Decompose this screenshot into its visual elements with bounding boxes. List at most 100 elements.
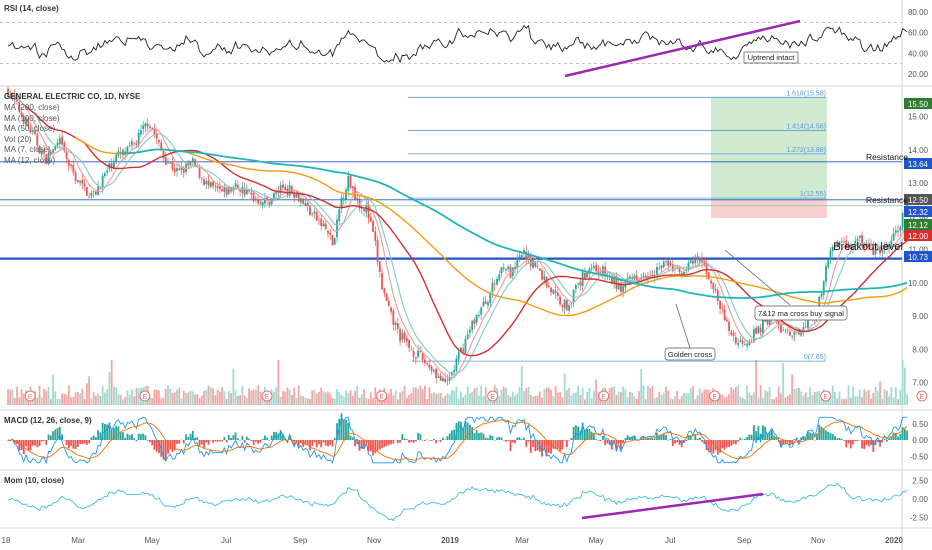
volume-bar xyxy=(408,394,411,405)
candle-body xyxy=(432,369,435,372)
volume-bar xyxy=(282,390,284,405)
macd-histogram-bar xyxy=(532,440,534,447)
macd-histogram-bar xyxy=(414,440,417,442)
candle-body xyxy=(820,294,823,297)
candle-body xyxy=(164,157,167,165)
price-label: 12.12 xyxy=(908,221,929,230)
earnings-marker-label: E xyxy=(28,394,33,401)
rsi-panel xyxy=(0,19,908,78)
volume-bar xyxy=(696,395,699,405)
macd-histogram-bar xyxy=(65,440,68,446)
candle-body xyxy=(347,176,350,192)
volume-bar xyxy=(478,395,480,405)
volume-bar xyxy=(338,391,341,405)
candle-body xyxy=(27,118,30,127)
volume-bar xyxy=(340,394,343,405)
macd-histogram-bar xyxy=(203,440,205,448)
macd-histogram-bar xyxy=(856,440,859,442)
macd-histogram-bar xyxy=(58,426,61,440)
macd-histogram-bar xyxy=(171,440,174,453)
macd-histogram-bar xyxy=(482,433,485,440)
volume-bar xyxy=(230,393,232,405)
macd-histogram-bar xyxy=(254,440,257,442)
macd-histogram-bar xyxy=(47,434,50,440)
macd-histogram-bar xyxy=(311,440,314,447)
macd-histogram-bar xyxy=(360,440,363,449)
candle-body xyxy=(507,266,510,270)
mom-title: Mom (10, close) xyxy=(4,476,65,485)
macd-histogram-bar xyxy=(336,423,338,440)
volume-bar xyxy=(466,386,469,405)
candle-body xyxy=(205,181,208,185)
price-axis-tick: 11.00 xyxy=(909,246,929,255)
candle-body xyxy=(723,309,726,321)
earnings-marker-label: E xyxy=(265,394,270,401)
candle-body xyxy=(203,179,205,185)
volume-bar xyxy=(676,390,679,405)
candle-body xyxy=(565,300,568,310)
macd-histogram-bar xyxy=(807,431,809,440)
macd-histogram-bar xyxy=(725,440,728,448)
volume-bar xyxy=(732,389,735,405)
volume-bar xyxy=(405,397,408,405)
volume-bar xyxy=(342,396,345,405)
candle-body xyxy=(241,186,244,194)
volume-bar xyxy=(761,397,764,405)
volume-bar xyxy=(809,387,812,405)
rsi-trendline xyxy=(564,19,801,78)
candle-body xyxy=(194,159,196,166)
volume-bar xyxy=(529,394,532,405)
candle-body xyxy=(214,185,217,187)
candle-body xyxy=(79,181,82,183)
candle-body xyxy=(478,314,480,316)
volume-bar xyxy=(543,389,546,405)
candle-body xyxy=(200,177,203,179)
ma12-line xyxy=(7,94,908,375)
macd-histogram-bar xyxy=(176,440,178,444)
macd-histogram-bar xyxy=(390,440,392,445)
volume-bar xyxy=(644,399,647,405)
volume-bar xyxy=(85,383,88,405)
candle-body xyxy=(275,191,278,194)
price-axis-tick: 9.00 xyxy=(912,312,928,321)
candle-body xyxy=(834,245,836,247)
volume-bar xyxy=(430,393,433,405)
candle-body xyxy=(45,154,48,165)
macd-histogram-bar xyxy=(403,438,406,440)
macd-histogram-bar xyxy=(870,440,872,446)
macd-histogram-bar xyxy=(115,425,118,440)
macd-histogram-bar xyxy=(236,438,239,440)
volume-bar xyxy=(667,390,670,405)
macd-histogram-bar xyxy=(852,440,854,445)
candle-body xyxy=(128,145,131,147)
candle-body xyxy=(376,240,379,263)
candle-body xyxy=(74,172,77,181)
macd-histogram-bar xyxy=(545,440,548,456)
macd-histogram-bar xyxy=(363,440,365,449)
volume-bar xyxy=(417,389,420,405)
candle-body xyxy=(149,126,151,129)
macd-histogram-bar xyxy=(685,440,688,442)
macd-histogram-bar xyxy=(683,440,685,444)
volume-bar xyxy=(527,386,530,405)
volume-bar xyxy=(703,389,706,405)
macd-histogram-bar xyxy=(734,440,737,445)
earnings-marker xyxy=(261,390,273,402)
volume-bar xyxy=(597,392,600,405)
macd-histogram-bar xyxy=(899,434,902,440)
volume-bar xyxy=(752,392,755,405)
golden-cross-callout-box xyxy=(664,347,716,361)
volume-bar xyxy=(221,387,223,405)
earnings-marker xyxy=(820,390,832,402)
volume-bar xyxy=(277,360,280,405)
macd-histogram-bar xyxy=(464,421,467,440)
macd-histogram-bar xyxy=(81,440,84,445)
macd-histogram-bar xyxy=(185,434,187,440)
candle-body xyxy=(791,336,794,338)
macd-histogram-bar xyxy=(820,426,823,440)
volume-bar xyxy=(311,390,314,405)
candle-body xyxy=(876,246,879,251)
candle-body xyxy=(856,239,859,241)
macd-histogram-bar xyxy=(29,440,32,451)
